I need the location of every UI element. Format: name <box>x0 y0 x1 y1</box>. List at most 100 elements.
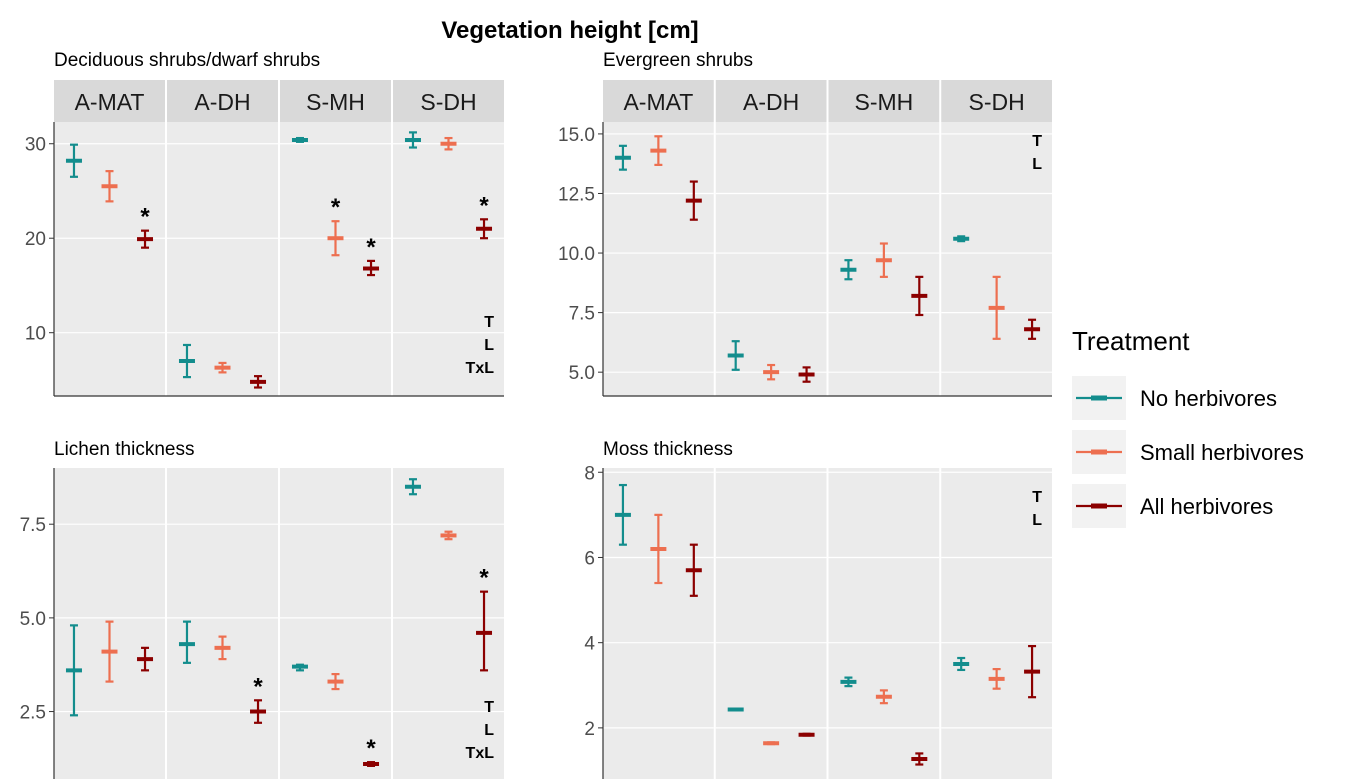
errorbar-small-herbivores <box>214 361 231 374</box>
facet-background <box>54 122 165 396</box>
errorbar-no-herbivores <box>404 131 421 149</box>
facet-label: A-DH <box>743 89 799 115</box>
facet-A-DH: A-DH <box>715 80 827 396</box>
y-tick-label: 7.5 <box>20 515 46 536</box>
y-tick-label: 5.0 <box>569 363 595 384</box>
facet-background <box>393 122 504 396</box>
facet-label: A-DH <box>194 89 250 115</box>
errorbar-no-herbivores <box>65 143 82 178</box>
errorbar-no-herbivores <box>840 676 857 688</box>
facet-S-MH <box>828 468 940 779</box>
legend: Treatment No herbivores Small herbivores A… <box>1072 326 1304 528</box>
significance-star: * <box>253 673 263 700</box>
errorbar-all-herbivores <box>137 646 154 672</box>
panel-title: Lichen thickness <box>54 439 194 460</box>
panel-1: Evergreen shrubs A-MAT A-DH S-MH S-DH TL 5.0 7.… <box>558 50 1052 397</box>
y-tick-label: 2.5 <box>20 703 46 724</box>
facet-strip <box>715 80 827 122</box>
errorbar-no-herbivores <box>404 478 421 496</box>
significance-star: * <box>331 194 341 221</box>
facet-background <box>280 468 391 779</box>
panel-2: Lichen thickness * * * TL TxL 2.5 5.0 7.5 <box>20 439 504 779</box>
significance-star: * <box>479 565 489 592</box>
facet-strip <box>54 80 165 122</box>
facet-background <box>941 468 1052 779</box>
significance-star: * <box>479 192 489 219</box>
facet-background <box>280 122 391 396</box>
panels: Deciduous shrubs/dwarf shrubs A-MAT * A-DH S… <box>20 50 1052 779</box>
facet-label: S-MH <box>306 89 365 115</box>
facet-label: A-MAT <box>75 89 145 115</box>
errorbar-small-herbivores <box>214 635 231 661</box>
errorbar-small-herbivores <box>988 667 1005 690</box>
y-tick-label: 2 <box>584 719 595 740</box>
legend-item: Small herbivores <box>1072 430 1304 474</box>
errorbar-small-herbivores <box>763 363 780 381</box>
errorbar-small-herbivores <box>650 135 667 166</box>
legend-item: No herbivores <box>1072 376 1277 420</box>
significance-label: TxL <box>466 745 495 762</box>
errorbar-no-herbivores <box>727 340 744 371</box>
errorbar-all-herbivores <box>250 699 267 724</box>
facet-label: S-MH <box>854 89 913 115</box>
facet-A-MAT: A-MAT <box>603 80 714 396</box>
errorbar-small-herbivores <box>875 242 892 278</box>
errorbar-all-herbivores <box>685 543 702 597</box>
errorbar-small-herbivores <box>327 220 344 257</box>
facet-A-DH <box>715 468 827 779</box>
errorbar-no-herbivores <box>291 136 308 143</box>
errorbar-small-herbivores <box>327 672 344 691</box>
facet-background <box>715 122 827 396</box>
legend-label: Small herbivores <box>1140 440 1304 465</box>
errorbar-all-herbivores <box>476 218 493 240</box>
legend-item: All herbivores <box>1072 484 1273 528</box>
y-tick-label: 8 <box>584 463 595 484</box>
figure-title: Vegetation height [cm] <box>441 17 698 44</box>
errorbar-no-herbivores <box>953 235 970 243</box>
y-tick-label: 30 <box>25 135 46 156</box>
facet-S-DH: S-DH TL <box>941 80 1052 396</box>
errorbar-all-herbivores <box>476 590 493 672</box>
y-tick-label: 10.0 <box>558 244 595 265</box>
significance-label: L <box>1032 512 1042 529</box>
facet-strip <box>280 80 391 122</box>
errorbar-small-herbivores <box>763 741 780 746</box>
facet-strip <box>603 80 714 122</box>
errorbar-small-herbivores <box>440 136 457 151</box>
facet-background <box>167 468 278 779</box>
facet-S-MH: S-MH <box>828 80 940 396</box>
panel-title: Moss thickness <box>603 439 733 460</box>
y-tick-label: 5.0 <box>20 609 46 630</box>
errorbar-all-herbivores <box>911 275 928 317</box>
errorbar-no-herbivores <box>178 620 195 664</box>
legend-title: Treatment <box>1072 326 1190 356</box>
facet-strip <box>167 80 278 122</box>
facet-S-DH: TL <box>941 468 1052 779</box>
legend-label: All herbivores <box>1140 494 1273 519</box>
facet-A-MAT <box>54 468 165 779</box>
facet-A-DH: A-DH <box>167 80 278 396</box>
errorbar-small-herbivores <box>101 620 118 683</box>
errorbar-small-herbivores <box>988 275 1005 340</box>
errorbar-small-herbivores <box>101 170 118 203</box>
errorbar-no-herbivores <box>65 624 82 717</box>
y-tick-label: 7.5 <box>569 304 595 325</box>
facet-A-MAT: A-MAT * <box>54 80 165 396</box>
errorbar-no-herbivores <box>727 707 744 712</box>
facet-label: S-DH <box>969 89 1025 115</box>
legend-label: No herbivores <box>1140 386 1277 411</box>
facet-label: A-MAT <box>623 89 693 115</box>
facet-background <box>167 122 278 396</box>
facet-A-DH: * <box>167 468 278 779</box>
errorbar-all-herbivores <box>685 180 702 221</box>
significance-label: T <box>1032 133 1042 150</box>
significance-label: T <box>484 314 494 331</box>
errorbar-no-herbivores <box>840 259 857 281</box>
facet-S-DH: S-DH * TL TxL <box>393 80 504 396</box>
errorbar-small-herbivores <box>650 513 667 585</box>
errorbar-all-herbivores <box>1024 644 1041 699</box>
facet-background <box>603 122 714 396</box>
errorbar-no-herbivores <box>291 663 308 672</box>
errorbar-no-herbivores <box>614 144 631 171</box>
significance-label: T <box>1032 489 1042 506</box>
